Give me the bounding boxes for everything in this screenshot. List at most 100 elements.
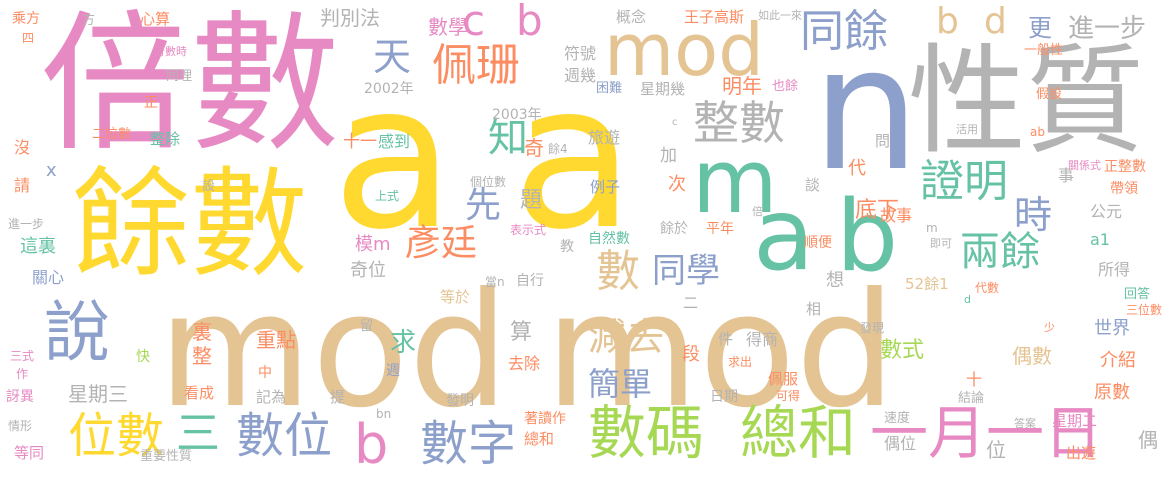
word-qiu-1: 求 [390,328,417,358]
word-guanxin: 關心 [32,268,65,287]
word-jielun: 結論 [958,391,985,406]
word-peifu: 佩服 [768,370,799,388]
word-gushi: 故事 [880,206,913,225]
word-jiwei: 記為 [256,388,287,406]
word-rucieyilai: 如此一來 [758,9,802,22]
word-shuxue: 數學 [428,15,468,39]
word-zhengchu: 整除 [150,130,181,148]
word-daishu: 代數 [975,281,1000,295]
word-fang: 方 [82,13,96,28]
word-ouwei: 偶位 [884,434,917,453]
word-kede: 可得 [776,389,801,403]
word-panbiefa: 判別法 [320,6,380,30]
word-jike: 即可 [930,237,952,250]
word-deshang: 得商 [746,330,779,349]
word-si: 四 [22,31,35,45]
word-lvyou: 旅遊 [588,128,621,147]
word-xingzhi: 性質 [908,32,1145,170]
word-shuo: 說 [44,294,110,371]
word-zhengming: 證明 [920,156,1008,207]
word-zonghe: 總和 [740,399,857,467]
word-liangyu: 兩餘 [960,229,1040,275]
word-oushu: 偶數 [1012,344,1052,368]
word-b-3: b [516,0,543,45]
word-mod-2: mod [545,259,896,443]
word-a-3: a [753,176,815,293]
word-a1: a1 [1090,230,1110,249]
word-b-1: b [836,180,899,294]
word-suode: 所得 [1098,260,1131,279]
word-ci: 次 [668,174,686,195]
word-dangn: 當n [485,275,505,289]
word-tongli: 同理 [166,69,193,84]
word-xiang-2: 相 [806,300,822,318]
word-zirranshu: 自然數 [588,231,630,247]
word-huoyong: 活用 [956,123,978,136]
word-duan: 段 [682,344,700,365]
word-zhengzhengshu: 正整數 [1104,159,1146,175]
word-faxian: 發現 [860,321,885,335]
word-sanweishu: 三位數 [1126,303,1163,317]
word-bn: bn [376,407,392,421]
word-zhou: 週 [386,363,400,379]
word-m-1: m [692,130,778,233]
word-dengtong: 等同 [14,444,45,462]
word-kancheng: 看成 [184,384,215,402]
word-jinyibu-2: 進一步 [8,217,45,231]
word-chengfang: 乘方 [12,11,40,27]
word-liu: 留 [360,319,374,334]
word-guanxishi: 關係式 [1068,159,1101,172]
word-quchu: 去除 [508,354,541,373]
word-ou: 偶 [1138,428,1158,452]
word-yuyu: 餘於 [660,221,688,237]
word-shao: 少 [1044,321,1055,334]
word-zhouji: 週幾 [564,66,597,85]
word-mingnian: 明年 [722,74,762,98]
word-yibanxing: 一般性 [1024,43,1064,58]
word-jian: 件 [718,330,734,348]
word-zheng: 正 [144,95,158,111]
word-tongyu: 同餘 [800,6,888,57]
word-kuai: 快 [136,349,150,365]
word-geng: 更 [1028,14,1052,42]
word-dai: 代 [848,158,866,179]
word-gongyuan: 公元 [1090,202,1123,221]
word-qing: 請 [14,176,31,195]
word-ti: 題 [520,188,543,213]
word-2003nian: 2003年 [492,107,542,123]
word-sanshi: 三式 [10,349,35,363]
word-shi: 時 [1014,193,1053,237]
word-zixing: 自行 [516,273,544,289]
word-yiyueyiri: 一月一日 [870,399,1103,467]
word-shuwei: 數位 [236,408,333,464]
word-mod-3: mod [604,8,764,92]
word-erweishu: 二位數 [92,127,132,142]
word-shu: 數 [596,246,640,297]
word-yayi: 訝異 [6,389,34,405]
word-lizi: 例子 [590,178,621,196]
word-she: 設 [202,179,216,194]
word-jiandan: 簡單 [588,365,653,403]
word-suan: 算 [510,320,533,345]
word-m-2: m [926,221,938,235]
word-er: 二 [683,294,699,312]
word-zhongyaoxingzhi: 重要性質 [140,449,193,464]
word-kunnan: 困難 [596,81,623,96]
word-shi-2: 事 [1058,166,1075,185]
word-pingnian: 平年 [706,221,734,237]
word-chuyou: 出遊 [1066,444,1097,462]
word-d-2: d [964,293,971,306]
word-shangshi: 上式 [375,189,400,203]
word-shi-10: 十 [966,370,983,389]
word-zhengshu: 整數 [693,96,785,150]
word-wei: 位 [986,438,1006,462]
word-d-1: d [984,1,1007,42]
word-xian: 先 [465,185,502,226]
word-b-2: b [354,413,389,476]
word-xingqier: 星期二 [1052,412,1098,430]
word-san: 三 [176,408,220,459]
word-daan: 答案 [1014,417,1036,430]
word-wen: 問 [875,132,891,150]
word-ti-2: 提 [330,388,346,406]
word-yanting: 彥廷 [405,223,478,264]
